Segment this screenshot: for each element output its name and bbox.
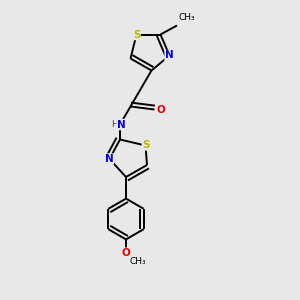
Text: N: N xyxy=(104,154,113,164)
Text: O: O xyxy=(122,248,130,258)
Text: S: S xyxy=(133,29,140,40)
Text: CH₃: CH₃ xyxy=(130,256,146,266)
Text: S: S xyxy=(142,140,150,150)
Text: N: N xyxy=(117,119,126,130)
Text: CH₃: CH₃ xyxy=(178,13,195,22)
Text: H: H xyxy=(111,120,118,129)
Text: O: O xyxy=(156,105,165,115)
Text: N: N xyxy=(165,50,174,61)
